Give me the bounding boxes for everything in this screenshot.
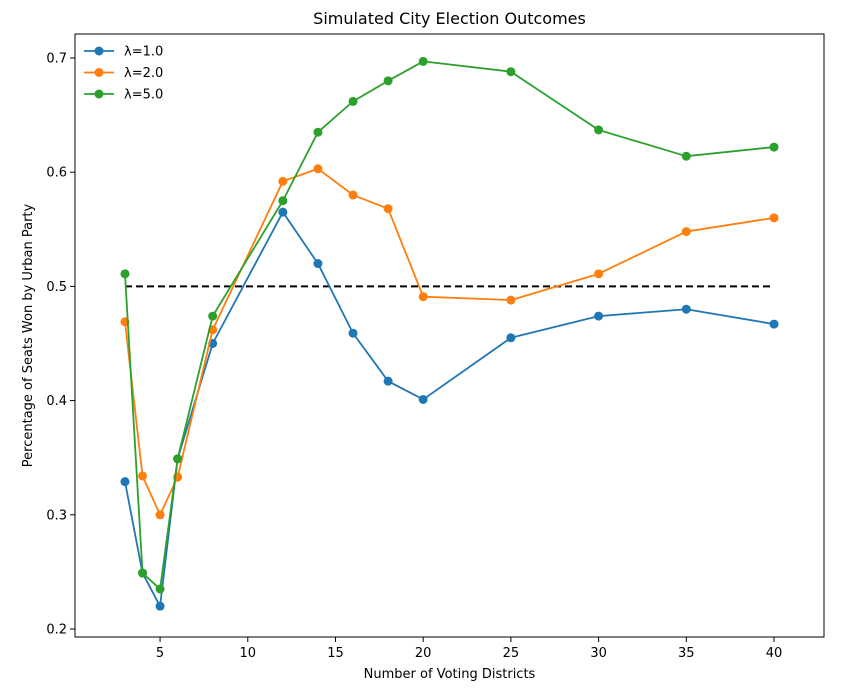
y-axis-label: Percentage of Seats Won by Urban Party (21, 203, 36, 467)
series-3-point (594, 125, 604, 135)
y-tick-label: 0.3 (46, 508, 67, 523)
plot-area: 5 10 15 20 25 30 35 40 0.2 0.3 0.4 0.5 0.6 0.7 (46, 33, 825, 661)
y-tick-label: 0.6 (46, 166, 67, 181)
series-3-point (383, 76, 393, 86)
series-1-point (594, 311, 604, 321)
y-tick-label: 0.5 (46, 280, 67, 295)
legend-marker-1 (94, 46, 104, 56)
x-tick-label: 20 (415, 646, 432, 661)
x-tick-label: 5 (156, 646, 164, 661)
series-3-point (769, 142, 779, 152)
y-tick-label: 0.2 (46, 623, 67, 638)
series-3-point (506, 67, 516, 77)
series-2-point (138, 471, 148, 481)
series-3-point (278, 196, 288, 206)
series-2-point (313, 164, 323, 174)
series-2-point (681, 227, 691, 237)
x-tick-label: 40 (766, 646, 783, 661)
series-1-point (506, 333, 516, 343)
legend-marker-3 (94, 89, 104, 99)
series-1-point (313, 259, 323, 269)
series-3-point (173, 454, 183, 464)
x-tick-label: 25 (503, 646, 520, 661)
series-2-point (155, 510, 165, 520)
series-1-point (278, 207, 288, 217)
plot-frame (74, 33, 825, 638)
x-tick-label: 35 (678, 646, 695, 661)
legend-label-1: λ=1.0 (124, 45, 163, 60)
series-3-point (418, 56, 428, 66)
series-3-point (155, 584, 165, 594)
series-3-point (681, 151, 691, 161)
legend-label-2: λ=2.0 (124, 66, 163, 81)
series-2-point (383, 204, 393, 214)
chart-title: Simulated City Election Outcomes (313, 9, 586, 28)
x-tick-label: 15 (327, 646, 344, 661)
series-2-point (594, 269, 604, 279)
series-2-point (278, 176, 288, 186)
series-3-point (313, 127, 323, 137)
series-2-point (348, 190, 358, 200)
series-3-point (120, 269, 130, 279)
series-line-3 (124, 60, 775, 590)
series-1-point (348, 328, 358, 338)
series-3-point (348, 96, 358, 106)
legend-marker-2 (94, 68, 104, 77)
series-1-point (418, 394, 428, 404)
series-1-point (155, 601, 165, 611)
series-line-2 (124, 167, 775, 516)
series-3-point (208, 311, 218, 321)
series-1-point (769, 319, 779, 329)
series-1-point (383, 376, 393, 386)
legend: λ=1.0 λ=2.0 λ=5.0 (84, 45, 163, 103)
series-1-point (681, 304, 691, 314)
x-tick-label: 30 (590, 646, 607, 661)
series-3-point (138, 568, 148, 578)
x-tick-label: 10 (240, 646, 257, 661)
series-2-point (769, 213, 779, 223)
x-axis-label: Number of Voting Districts (364, 667, 536, 682)
y-tick-label: 0.4 (46, 394, 67, 409)
series-2-point (506, 295, 516, 305)
series-line-1 (124, 211, 775, 608)
series-1-point (120, 477, 130, 487)
series-2-point (418, 292, 428, 302)
legend-label-3: λ=5.0 (124, 88, 163, 103)
y-tick-label: 0.7 (46, 51, 67, 66)
